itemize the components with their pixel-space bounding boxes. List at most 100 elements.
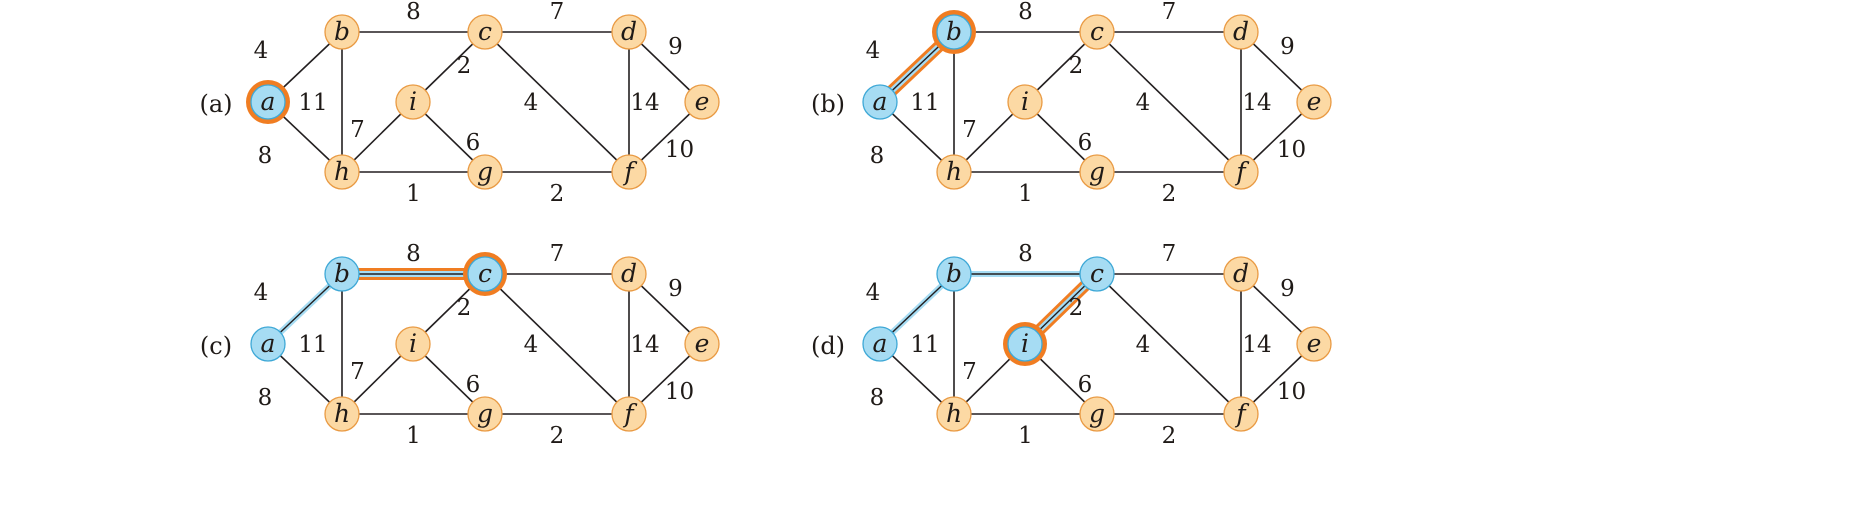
node-circle xyxy=(611,396,647,432)
edge-weight-a-h: 8 xyxy=(870,385,885,411)
edge-weight-h-i: 7 xyxy=(962,359,977,385)
node-label: e xyxy=(695,329,710,358)
edge-c-f xyxy=(484,31,630,173)
node-label: d xyxy=(621,17,637,46)
edge-weight-a-h: 8 xyxy=(870,143,885,169)
node-label: a xyxy=(261,87,276,116)
edge-weight-d-e: 9 xyxy=(1280,276,1295,302)
node-label: c xyxy=(1090,17,1104,46)
node-circle xyxy=(324,14,360,50)
node-h: h xyxy=(324,396,360,432)
edge-weight-c-f: 4 xyxy=(1136,90,1151,116)
node-c: c xyxy=(1079,256,1115,292)
panel-label: (c) xyxy=(200,332,232,360)
node-circle xyxy=(250,326,286,362)
edge-weight-c-d: 7 xyxy=(1162,0,1177,25)
node-g: g xyxy=(1079,154,1115,190)
node-label: d xyxy=(621,259,637,288)
node-i: i xyxy=(395,84,431,120)
node-g: g xyxy=(1079,396,1115,432)
node-circle xyxy=(611,256,647,292)
edge-weight-a-h: 8 xyxy=(258,143,273,169)
node-label: c xyxy=(478,259,492,288)
node-circle xyxy=(395,326,431,362)
node-circle xyxy=(1007,326,1043,362)
node-i: i xyxy=(1007,84,1043,120)
panel-a: (a) 4 8 7 9 8 11 2 4 14 7 6 1 2 10 a b c d e f g h i xyxy=(199,0,720,207)
edge-weight-c-i: 2 xyxy=(1069,53,1084,79)
node-label: b xyxy=(334,259,350,288)
node-label: a xyxy=(873,87,888,116)
node-circle xyxy=(467,154,503,190)
edge-weight-d-f: 14 xyxy=(630,332,659,358)
node-f: f xyxy=(1223,154,1259,190)
edge-weight-h-g: 1 xyxy=(1018,181,1033,207)
node-label: c xyxy=(1090,259,1104,288)
edge-weight-d-e: 9 xyxy=(1280,34,1295,60)
node-label: f xyxy=(1234,399,1249,428)
node-f: f xyxy=(611,154,647,190)
node-g: g xyxy=(467,396,503,432)
edge-line xyxy=(1096,273,1242,415)
node-label: g xyxy=(477,157,493,186)
node-circle xyxy=(467,396,503,432)
edge-weight-c-f: 4 xyxy=(524,332,539,358)
edge-weight-i-g: 6 xyxy=(466,372,481,398)
node-label: h xyxy=(946,157,962,186)
edge-weight-e-f: 10 xyxy=(665,137,694,163)
edge-weight-a-b: 4 xyxy=(866,280,881,306)
node-d: d xyxy=(611,14,647,50)
node-label: e xyxy=(695,87,710,116)
node-b: b xyxy=(936,256,972,292)
node-circle xyxy=(1223,14,1259,50)
edge-weight-h-g: 1 xyxy=(406,423,421,449)
edge-c-f xyxy=(1096,273,1242,415)
panel-label: (a) xyxy=(199,90,232,118)
panel-label: (b) xyxy=(811,90,845,118)
node-circle xyxy=(395,84,431,120)
node-circle xyxy=(1007,84,1043,120)
node-circle xyxy=(936,256,972,292)
node-circle xyxy=(324,396,360,432)
edge-weight-c-f: 4 xyxy=(524,90,539,116)
edge-weight-c-d: 7 xyxy=(1162,241,1177,267)
node-circle xyxy=(1079,14,1115,50)
node-c: c xyxy=(1079,14,1115,50)
edge-line xyxy=(484,273,630,415)
node-circle xyxy=(1079,154,1115,190)
edge-weight-e-f: 10 xyxy=(1277,137,1306,163)
node-a: a xyxy=(862,84,898,120)
edge-weight-g-f: 2 xyxy=(1162,423,1177,449)
edge-weight-b-c: 8 xyxy=(1018,241,1033,267)
node-label: a xyxy=(873,329,888,358)
node-circle xyxy=(611,14,647,50)
edge-c-f xyxy=(484,273,630,415)
edge-weight-h-g: 1 xyxy=(1018,423,1033,449)
node-i: i xyxy=(1003,322,1047,366)
node-circle xyxy=(1223,154,1259,190)
node-label: f xyxy=(622,157,637,186)
panel-label: (d) xyxy=(811,332,845,360)
node-label: d xyxy=(1233,17,1249,46)
node-circle xyxy=(684,84,720,120)
node-h: h xyxy=(936,154,972,190)
edge-weight-c-i: 2 xyxy=(1069,295,1084,321)
edge-weight-c-i: 2 xyxy=(457,295,472,321)
node-a: a xyxy=(250,326,286,362)
edge-weight-g-f: 2 xyxy=(550,181,565,207)
edge-c-f xyxy=(1096,31,1242,173)
edge-line xyxy=(484,31,630,173)
node-label: e xyxy=(1307,329,1322,358)
node-label: a xyxy=(261,329,276,358)
panel-c: (c) 4 8 7 9 8 11 2 4 14 7 6 1 2 10 a b c d e f g h i xyxy=(200,241,720,449)
edge-weight-a-h: 8 xyxy=(258,385,273,411)
edge-weight-b-h: 11 xyxy=(910,332,939,358)
edge-weight-a-b: 4 xyxy=(254,38,269,64)
node-circle xyxy=(611,154,647,190)
node-label: i xyxy=(1021,87,1029,116)
edge-weight-d-e: 9 xyxy=(668,276,683,302)
node-circle xyxy=(1296,326,1332,362)
edge-weight-d-f: 14 xyxy=(630,90,659,116)
node-circle xyxy=(324,256,360,292)
panel-d: (d) 4 8 7 9 8 11 2 4 14 7 6 1 2 10 a b c d e f g h i xyxy=(811,241,1332,449)
